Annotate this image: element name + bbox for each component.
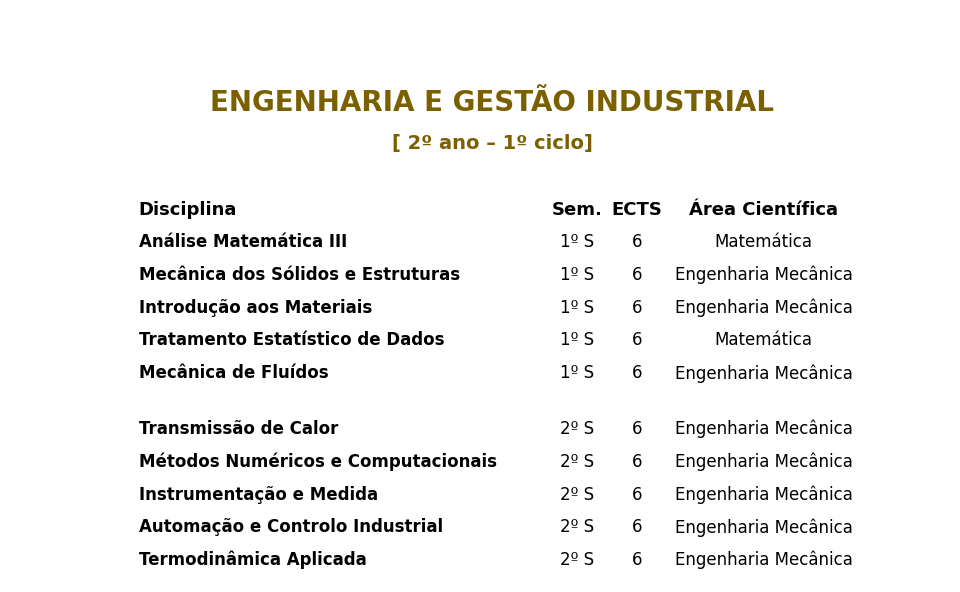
Text: Tratamento Estatístico de Dados: Tratamento Estatístico de Dados <box>138 332 444 349</box>
Text: 2º S: 2º S <box>561 519 594 536</box>
Text: Engenharia Mecânica: Engenharia Mecânica <box>675 452 852 471</box>
Text: 1º S: 1º S <box>561 266 594 284</box>
Text: Métodos Numéricos e Computacionais: Métodos Numéricos e Computacionais <box>138 452 496 471</box>
Text: Automação e Controlo Industrial: Automação e Controlo Industrial <box>138 519 443 536</box>
Text: Matemática: Matemática <box>714 233 812 251</box>
Text: Engenharia Mecânica: Engenharia Mecânica <box>675 266 852 284</box>
Text: 2º S: 2º S <box>561 420 594 438</box>
Text: 6: 6 <box>632 266 642 284</box>
Text: 2º S: 2º S <box>561 551 594 569</box>
Text: Mecânica dos Sólidos e Estruturas: Mecânica dos Sólidos e Estruturas <box>138 266 460 284</box>
Text: 6: 6 <box>632 298 642 317</box>
Text: 1º S: 1º S <box>561 233 594 251</box>
Text: Transmissão de Calor: Transmissão de Calor <box>138 420 338 438</box>
Text: 1º S: 1º S <box>561 364 594 382</box>
Text: Engenharia Mecânica: Engenharia Mecânica <box>675 485 852 504</box>
Text: Disciplina: Disciplina <box>138 201 237 219</box>
Text: Engenharia Mecânica: Engenharia Mecânica <box>675 364 852 382</box>
Text: [ 2º ano – 1º ciclo]: [ 2º ano – 1º ciclo] <box>392 134 592 153</box>
Text: Área Científica: Área Científica <box>689 201 838 219</box>
Text: 6: 6 <box>632 420 642 438</box>
Text: 2º S: 2º S <box>561 485 594 504</box>
Text: 6: 6 <box>632 453 642 471</box>
Text: Mecânica de Fluídos: Mecânica de Fluídos <box>138 364 328 382</box>
Text: Engenharia Mecânica: Engenharia Mecânica <box>675 420 852 438</box>
Text: 6: 6 <box>632 485 642 504</box>
Text: Análise Matemática III: Análise Matemática III <box>138 233 347 251</box>
Text: 6: 6 <box>632 364 642 382</box>
Text: ECTS: ECTS <box>612 201 662 219</box>
Text: Matemática: Matemática <box>714 332 812 349</box>
Text: Engenharia Mecânica: Engenharia Mecânica <box>675 298 852 317</box>
Text: 1º S: 1º S <box>561 332 594 349</box>
Text: Sem.: Sem. <box>552 201 603 219</box>
Text: Engenharia Mecânica: Engenharia Mecânica <box>675 551 852 570</box>
Text: 6: 6 <box>632 551 642 569</box>
Text: 6: 6 <box>632 233 642 251</box>
Text: Termodinâmica Aplicada: Termodinâmica Aplicada <box>138 551 367 570</box>
Text: Instrumentação e Medida: Instrumentação e Medida <box>138 485 377 504</box>
Text: 6: 6 <box>632 519 642 536</box>
Text: 2º S: 2º S <box>561 453 594 471</box>
Text: 6: 6 <box>632 332 642 349</box>
Text: Engenharia Mecânica: Engenharia Mecânica <box>675 518 852 536</box>
Text: ENGENHARIA E GESTÃO INDUSTRIAL: ENGENHARIA E GESTÃO INDUSTRIAL <box>210 89 774 117</box>
Text: 1º S: 1º S <box>561 298 594 317</box>
Text: Introdução aos Materiais: Introdução aos Materiais <box>138 298 372 317</box>
